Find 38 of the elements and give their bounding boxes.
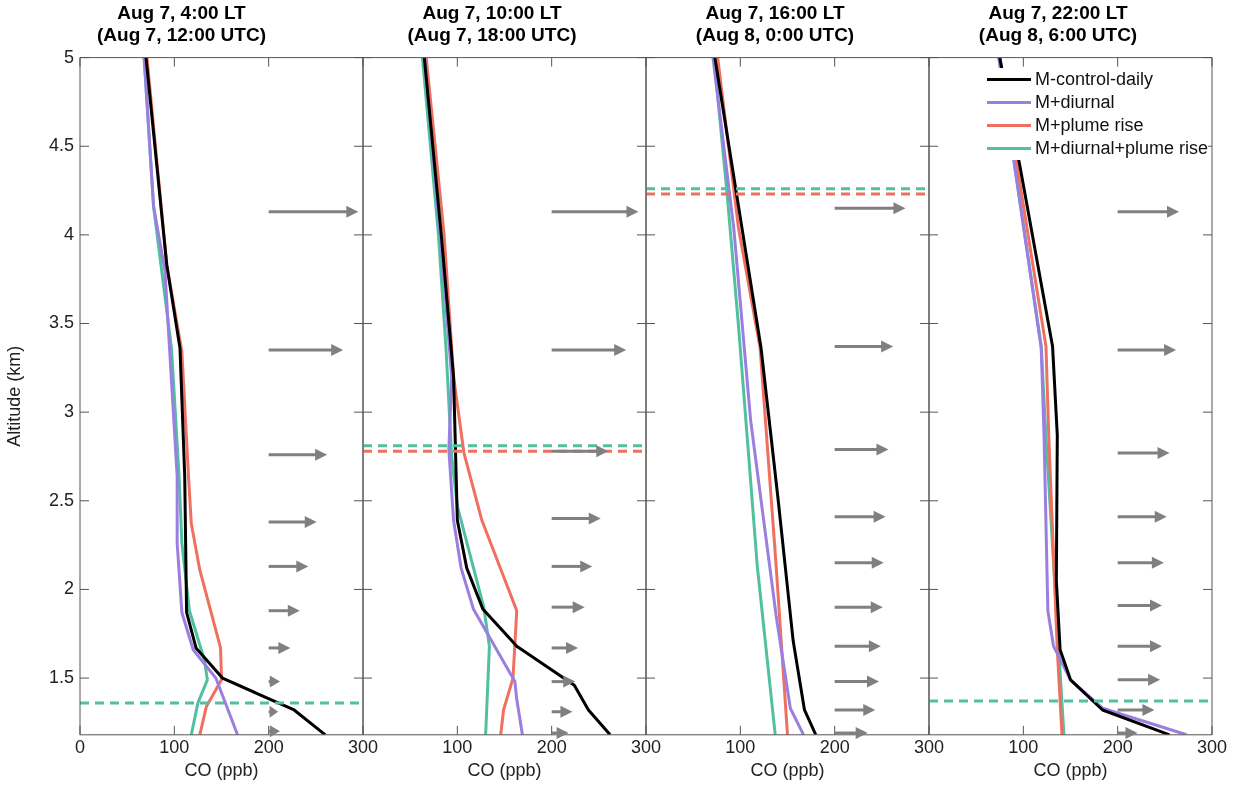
x-tick-label: 100 bbox=[159, 736, 190, 757]
x-axis-title: CO (ppb) bbox=[467, 760, 542, 781]
x-tick-label: 0 bbox=[74, 736, 86, 757]
x-tick-label: 300 bbox=[347, 736, 379, 757]
x-tick-label: 200 bbox=[819, 736, 850, 757]
x-axis-title: CO (ppb) bbox=[1033, 760, 1108, 781]
chart-title: Aug 7, 16:00 LT bbox=[705, 1, 845, 23]
y-axis-title: Altitude (km) bbox=[3, 345, 24, 447]
chart-subtitle: (Aug 8, 6:00 UTC) bbox=[978, 24, 1138, 46]
chart-title: Aug 7, 10:00 LT bbox=[422, 1, 562, 23]
legend-label: M-control-daily bbox=[1034, 67, 1153, 91]
chart-title: Aug 7, 4:00 LT bbox=[117, 1, 247, 23]
chart-title: Aug 7, 22:00 LT bbox=[988, 1, 1128, 23]
x-tick-label: 300 bbox=[1196, 736, 1228, 757]
legend-label: M+plume rise bbox=[1034, 113, 1144, 137]
y-tick-label: 5 bbox=[63, 46, 74, 67]
x-tick-label: 200 bbox=[536, 736, 567, 757]
y-tick-label: 3.5 bbox=[48, 312, 74, 333]
chart-subtitle: (Aug 8, 0:00 UTC) bbox=[695, 24, 855, 46]
x-tick-label: 100 bbox=[1008, 736, 1039, 757]
x-tick-label: 200 bbox=[1102, 736, 1133, 757]
chart-subtitle: (Aug 7, 12:00 UTC) bbox=[97, 24, 266, 46]
legend-label: M+diurnal bbox=[1034, 90, 1115, 114]
x-tick-label: 300 bbox=[630, 736, 662, 757]
y-tick-label: 4 bbox=[63, 223, 74, 244]
x-tick-label: 200 bbox=[253, 736, 284, 757]
y-tick-label: 4.5 bbox=[48, 135, 74, 156]
chart-subtitle: (Aug 7, 18:00 UTC) bbox=[407, 24, 577, 46]
x-axis-title: CO (ppb) bbox=[750, 760, 825, 781]
x-tick-label: 300 bbox=[913, 736, 945, 757]
x-axis-title: CO (ppb) bbox=[184, 760, 259, 781]
y-tick-label: 3 bbox=[63, 401, 74, 422]
y-tick-label: 1.5 bbox=[48, 667, 74, 688]
y-tick-label: 2.5 bbox=[48, 489, 74, 510]
y-tick-label: 2 bbox=[63, 578, 74, 599]
legend-label: M+diurnal+plume rise bbox=[1034, 136, 1208, 160]
x-tick-label: 100 bbox=[725, 736, 756, 757]
x-tick-label: 100 bbox=[442, 736, 473, 757]
